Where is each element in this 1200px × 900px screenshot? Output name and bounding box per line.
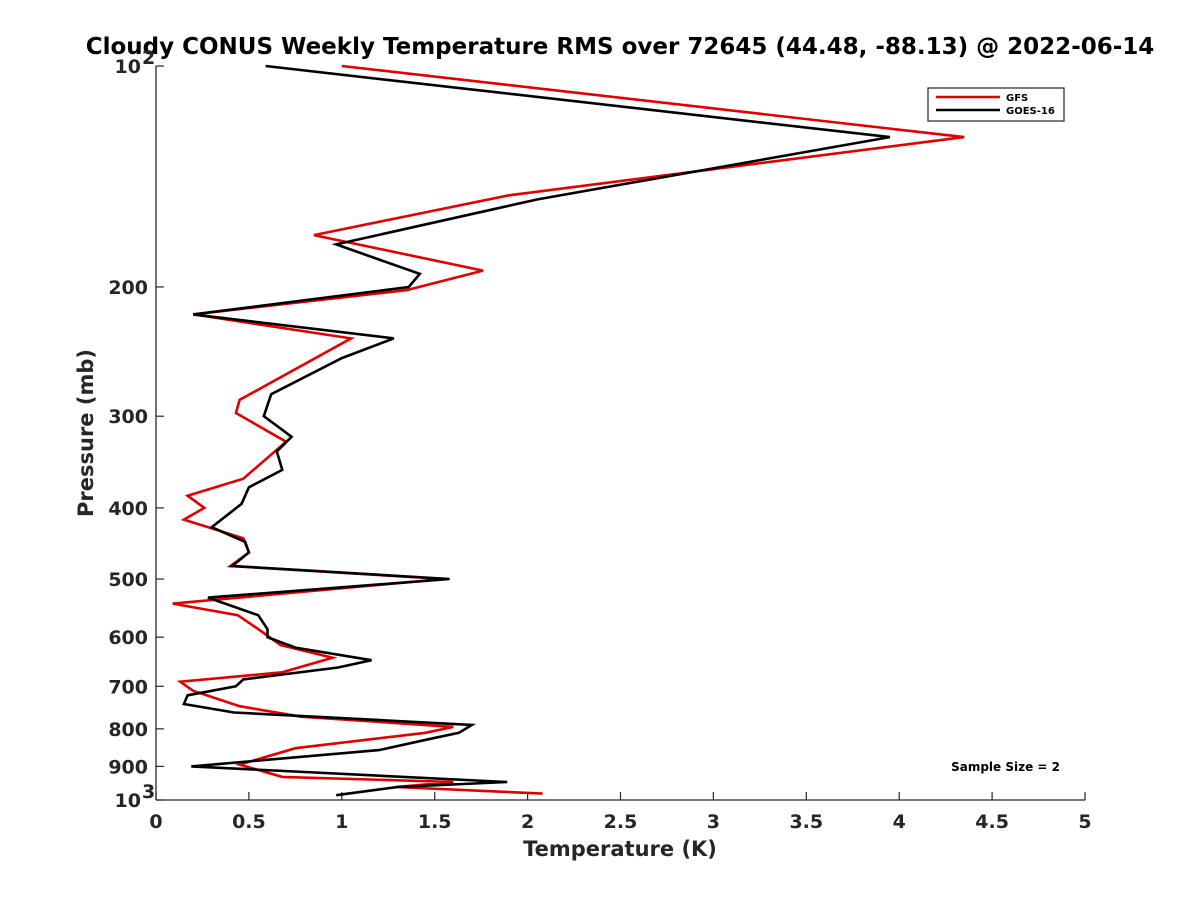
x-tick-label: 2 [521, 811, 534, 833]
x-tick-label: 4 [893, 811, 906, 833]
x-tick-label: 0.5 [232, 811, 266, 833]
series-line-goes-16 [182, 64, 891, 797]
y-tick-label: 400 [108, 498, 148, 520]
y-tick-label: 500 [108, 569, 148, 591]
legend-entry-label: GFS [1006, 93, 1028, 104]
x-tick-label: 3 [707, 811, 720, 833]
y-tick-label: 800 [108, 719, 148, 741]
y-tick-label: 900 [108, 756, 148, 778]
chart-title: Cloudy CONUS Weekly Temperature RMS over… [86, 34, 1155, 60]
x-tick-label: 4.5 [975, 811, 1009, 833]
legend-box [927, 87, 1065, 122]
y-tick-label: 10 [115, 56, 141, 78]
x-tick-label: 1 [335, 811, 348, 833]
sample-size-annotation: Sample Size = 2 [951, 760, 1060, 774]
x-tick-label: 5 [1078, 811, 1091, 833]
series-line-gfs [172, 64, 965, 795]
y-tick-label: 10 [115, 790, 141, 812]
legend[interactable]: GFS GOES-16 [927, 87, 1065, 122]
x-tick-label: 2.5 [604, 811, 638, 833]
x-tick-label: 3.5 [789, 811, 823, 833]
y-tick-label: 300 [108, 406, 148, 428]
y-axis-label: Pressure (mb) [74, 349, 98, 517]
x-tick-label: 0 [149, 811, 162, 833]
x-axis-label: Temperature (K) [523, 837, 717, 861]
y-tick-exponent: 3 [142, 781, 155, 803]
legend-entry-label: GOES-16 [1006, 106, 1055, 117]
y-tick-label: 700 [108, 676, 148, 698]
axes: 0 0.5 1 1.5 2 2.5 3 3.5 4 4.5 510 22003004005006007… [108, 47, 1091, 833]
y-tick-label: 600 [108, 627, 148, 649]
y-tick-exponent: 2 [142, 47, 155, 69]
y-tick-label: 200 [108, 277, 148, 299]
x-tick-label: 1.5 [418, 811, 452, 833]
series-layer [172, 64, 965, 797]
